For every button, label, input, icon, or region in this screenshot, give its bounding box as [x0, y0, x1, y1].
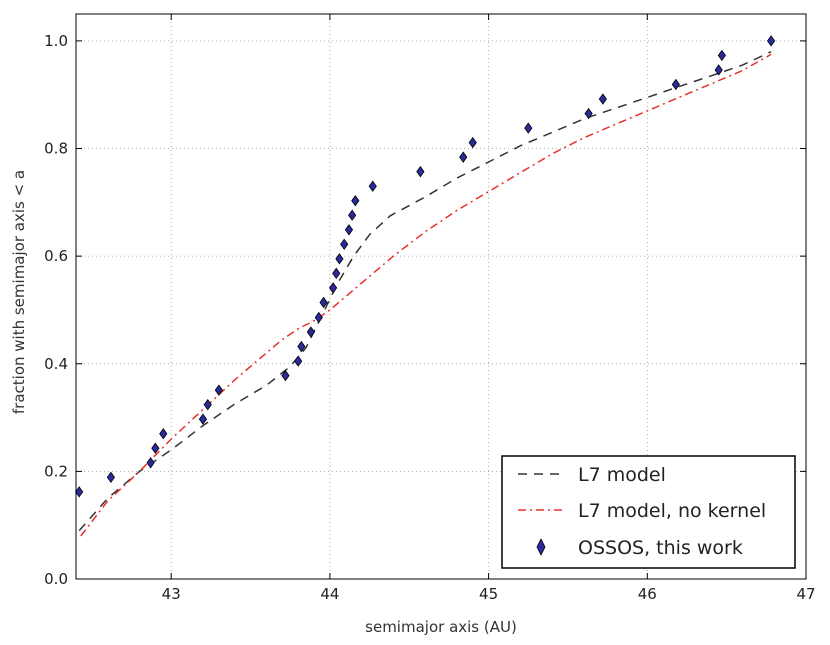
x-tick-label-4: 47 [796, 585, 815, 603]
ossos-point-12 [314, 311, 323, 324]
ossos-point-10 [297, 340, 306, 353]
ossos-point-11 [306, 326, 315, 338]
y-tick-label-3: 0.6 [44, 247, 68, 265]
ossos-point-24 [468, 136, 477, 149]
legend-label-no-kernel: L7 model, no kernel [578, 500, 766, 522]
ossos-markers [75, 35, 776, 498]
ossos-point-30 [717, 49, 726, 62]
legend-label-l7-model: L7 model [578, 464, 666, 486]
y-tick-label-2: 0.4 [44, 355, 68, 373]
ossos-point-26 [584, 107, 593, 120]
legend-label-ossos: OSSOS, this work [578, 537, 743, 559]
y-axis-ticks: 0.0 0.2 0.4 0.6 0.8 1.0 [44, 32, 806, 588]
ossos-point-23 [459, 151, 468, 163]
ossos-point-18 [344, 224, 354, 236]
ossos-point-14 [328, 282, 338, 294]
ossos-point-28 [671, 78, 680, 91]
ossos-point-4 [159, 428, 168, 440]
legend-swatch-diamond [536, 538, 546, 556]
ossos-point-19 [348, 209, 357, 221]
ossos-point-6 [203, 398, 212, 411]
ossos-point-17 [340, 238, 349, 250]
series-line-1 [80, 53, 772, 537]
ossos-point-16 [335, 253, 344, 265]
x-tick-label-0: 43 [162, 585, 181, 603]
ossos-point-29 [714, 64, 723, 76]
legend: L7 model L7 model, no kernel OSSOS, this… [501, 455, 796, 569]
ossos-point-1 [106, 471, 116, 483]
ossos-point-21 [368, 180, 377, 192]
x-tick-label-2: 45 [479, 585, 498, 603]
y-axis-label: fraction with semimajor axis < a [10, 170, 28, 414]
x-tick-label-3: 46 [638, 585, 657, 603]
ossos-point-15 [332, 267, 341, 280]
series-lines [78, 51, 772, 537]
plot-frame [75, 13, 807, 580]
ossos-point-22 [416, 165, 425, 178]
x-axis-ticks: 43 44 45 46 47 [162, 14, 816, 603]
ossos-point-0 [75, 486, 84, 498]
ossos-point-7 [214, 384, 223, 396]
ossos-point-25 [524, 122, 533, 134]
ossos-point-8 [281, 369, 290, 382]
ossos-point-13 [319, 296, 328, 309]
series-line-0 [78, 51, 772, 532]
ossos-point-9 [294, 355, 303, 367]
y-tick-label-1: 0.2 [44, 462, 68, 480]
ossos-point-20 [351, 195, 360, 207]
ossos-point-2 [146, 457, 155, 469]
ossos-point-27 [598, 93, 607, 105]
y-tick-label-5: 1.0 [44, 32, 68, 50]
y-tick-label-0: 0.0 [44, 570, 68, 588]
ossos-point-5 [198, 413, 208, 425]
x-axis-label: semimajor axis (AU) [365, 618, 517, 636]
x-tick-label-1: 44 [320, 585, 339, 603]
ossos-point-31 [766, 35, 776, 47]
y-tick-label-4: 0.8 [44, 140, 68, 158]
ossos-point-3 [151, 442, 160, 454]
